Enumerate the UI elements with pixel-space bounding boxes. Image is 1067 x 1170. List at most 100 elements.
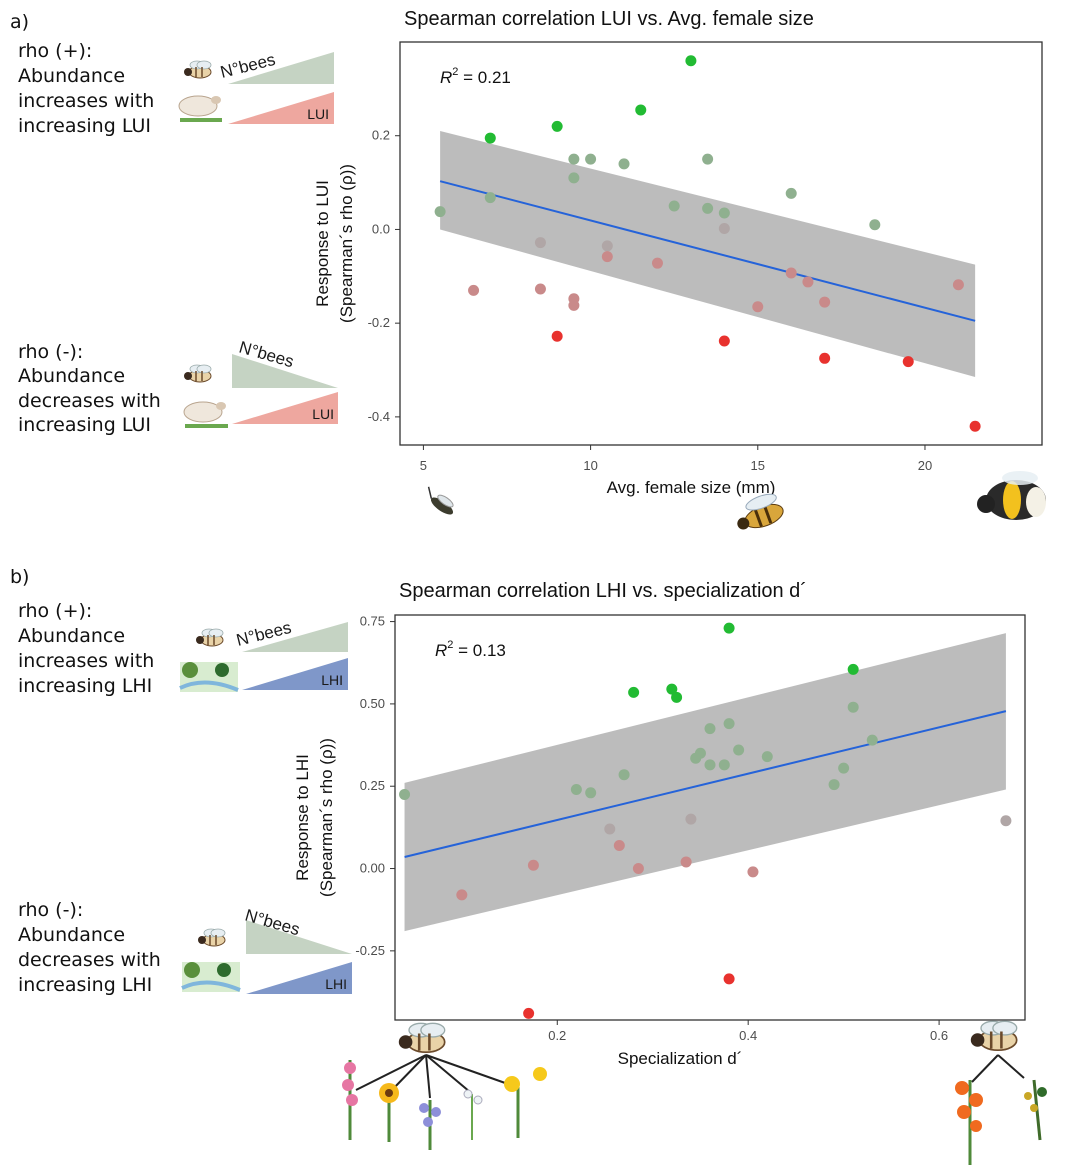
data-point-18: [570, 784, 582, 796]
data-point-14: [434, 206, 446, 218]
data-point-19: [601, 251, 613, 263]
data-point-12: [690, 752, 702, 764]
regression-line: [404, 710, 1007, 858]
data-point-25: [534, 283, 546, 295]
y-tick-label-0: -0.25: [355, 943, 385, 958]
legend-a-positive-line2: increases with: [18, 90, 154, 112]
lui-wedge-label: LUI: [307, 106, 329, 122]
legend-a-negative-head: rho (-):: [18, 341, 83, 363]
x-tick-label-0: 5: [420, 458, 427, 473]
data-point-2: [628, 686, 640, 698]
data-point-15: [838, 762, 850, 774]
sheep-icon: [183, 401, 228, 428]
legend-b-negative-line2: decreases with: [18, 949, 161, 971]
bumblebee-icon: [977, 471, 1046, 520]
data-point-23: [952, 279, 964, 291]
regression-line: [439, 180, 976, 322]
legend-b-positive-line3: increasing LHI: [18, 675, 152, 697]
data-point-11: [668, 200, 680, 212]
data-point-28: [747, 866, 759, 878]
data-point-21: [785, 267, 797, 279]
bees-wedge-increasing: [242, 622, 348, 652]
data-point-31: [523, 1007, 535, 1019]
legend-b-negative-head: rho (-):: [18, 899, 83, 921]
legend-a-negative-line2: decreases with: [18, 390, 161, 412]
y-tick-label-2: 0.25: [360, 778, 385, 793]
r-squared-symbol: R: [435, 641, 447, 660]
data-point-11: [761, 751, 773, 763]
y-tick-label-3: 0.2: [372, 128, 390, 143]
bees-wedge-increasing: [228, 52, 334, 84]
lui-wedge-label: LUI: [312, 406, 334, 422]
x-tick-label-3: 20: [918, 458, 932, 473]
x-tick-label-0: 0.2: [548, 1028, 566, 1043]
y-tick-label-1: -0.2: [368, 315, 390, 330]
data-point-22: [802, 276, 814, 288]
x-tick-label-1: 10: [583, 458, 597, 473]
data-point-17: [534, 237, 546, 249]
bee-icon: [183, 364, 212, 383]
r-squared-annotation: R2 = 0.13: [435, 639, 506, 660]
chart-title: Spearman correlation LUI vs. Avg. female…: [404, 8, 814, 30]
data-point-9: [733, 744, 745, 756]
legend-b-positive-line2: increases with: [18, 650, 154, 672]
data-point-13: [718, 207, 730, 219]
lui-wedge: [228, 92, 334, 124]
y-axis-label: Response to LHI (Spearman´s rho (ρ)): [293, 738, 336, 897]
data-point-13: [704, 759, 716, 771]
flowers-icon: [342, 1022, 547, 1150]
data-point-22: [1000, 815, 1012, 827]
bees-wedge-decreasing: [232, 354, 338, 388]
data-point-24: [468, 284, 480, 296]
r-squared-value: = 0.21: [458, 68, 510, 87]
chart-lhi-vs-specialization: 0.2 0.4 0.6 -0.25 0.00 0.25 0.50 0.75 Spearman c…: [293, 580, 1026, 1068]
y-tick-label-4: 0.75: [360, 614, 385, 629]
chart-title: Spearman correlation LHI vs. specializat…: [399, 580, 807, 602]
data-point-16: [618, 769, 630, 781]
data-point-14: [718, 759, 730, 771]
data-point-20: [399, 788, 411, 800]
legend-b-negative-line3: increasing LHI: [18, 974, 152, 996]
r-squared-annotation: R2 = 0.21: [440, 66, 511, 87]
data-point-1: [847, 663, 859, 675]
lhi-wedge-label: LHI: [325, 976, 347, 992]
y-tick-label-1: 0.00: [360, 861, 385, 876]
data-point-29: [752, 301, 764, 313]
chart-lui-vs-size: 5 10 15 20 -0.4 -0.2 0.0 0.2 Spearman correlatio…: [313, 8, 1043, 497]
habitat-icon: [181, 962, 241, 992]
x-axis-label: Avg. female size (mm): [607, 478, 776, 497]
legend-a-negative-line1: Abundance: [18, 365, 125, 387]
x-tick-label-1: 0.4: [739, 1028, 757, 1043]
data-point-32: [819, 352, 831, 364]
data-point-3: [484, 132, 496, 144]
data-point-30: [723, 973, 735, 985]
y-axis-label-line2: (Spearman´s rho (ρ)): [317, 738, 336, 897]
legend-b-positive-head: rho (+):: [18, 600, 92, 622]
data-point-27: [568, 299, 580, 311]
data-point-6: [618, 158, 630, 170]
y-axis-label-line2: (Spearman´s rho (ρ)): [337, 164, 356, 323]
data-point-12: [702, 202, 714, 214]
data-point-20: [651, 257, 663, 269]
legend-b-negative-line1: Abundance: [18, 924, 125, 946]
y-tick-label-2: 0.0: [372, 221, 390, 236]
data-point-33: [902, 356, 914, 368]
data-point-0: [723, 622, 735, 634]
legend-a-positive: rho (+): Abundance increases with increa…: [18, 40, 154, 137]
data-point-7: [702, 153, 714, 165]
y-axis-label-line1: Response to LUI: [313, 180, 332, 307]
data-point-8: [568, 172, 580, 184]
data-point-7: [704, 723, 716, 735]
data-point-15: [869, 219, 881, 231]
small-bee-icon: [427, 486, 454, 515]
lhi-wedge: [242, 658, 348, 690]
data-point-26: [527, 859, 539, 871]
legend-b-negative: rho (-): Abundance decreases with increa…: [18, 899, 161, 996]
y-tick-label-0: -0.4: [368, 409, 390, 424]
data-point-28: [819, 296, 831, 308]
data-point-4: [568, 153, 580, 165]
data-point-10: [484, 192, 496, 204]
legend-a-positive-line1: Abundance: [18, 65, 125, 87]
data-point-3: [666, 683, 678, 695]
